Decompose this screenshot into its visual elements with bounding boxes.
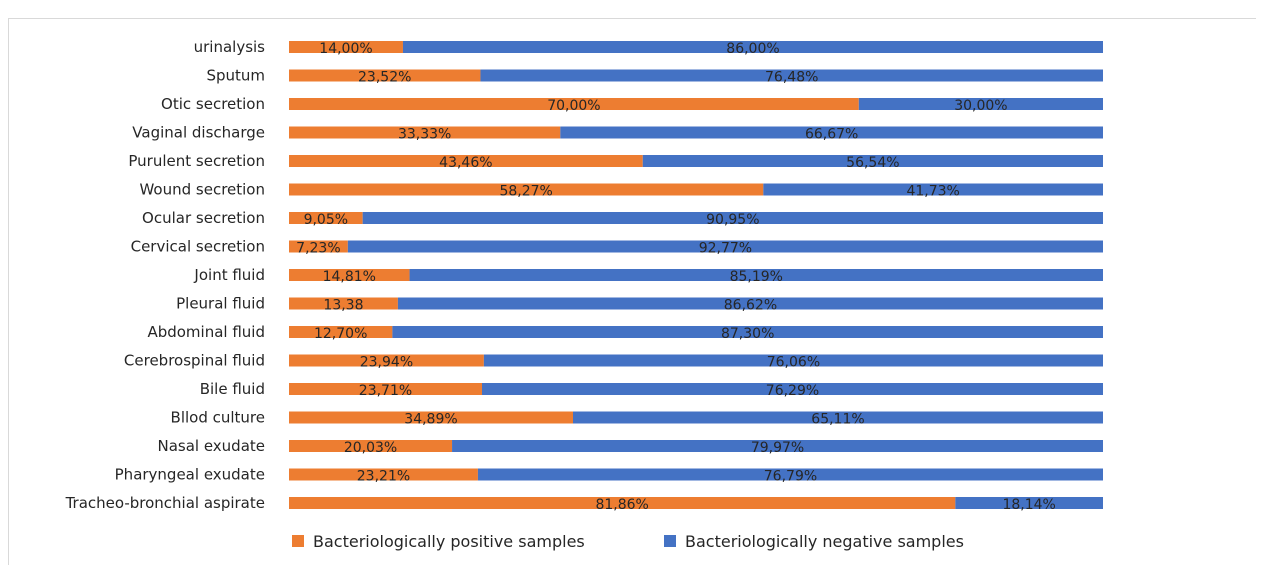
data-label-positive-sputum: 23,52%	[358, 70, 411, 86]
data-label-positive-bllod-culture: 34,89%	[404, 412, 457, 428]
data-label-positive-tracheo-bronchial-aspirate: 81,86%	[595, 497, 648, 513]
bar-negative-nasal-exudate	[452, 440, 1103, 452]
bar-positive-bile-fluid	[289, 383, 482, 395]
data-label-positive-cerebrospinal-fluid: 23,94%	[360, 355, 413, 371]
data-label-negative-vaginal-discharge: 66,67%	[805, 127, 858, 143]
legend-label-positive: Bacteriologically positive samples	[313, 532, 585, 551]
data-label-negative-cerebrospinal-fluid: 76,06%	[767, 355, 820, 371]
data-label-positive-pharyngeal-exudate: 23,21%	[357, 469, 410, 485]
data-label-negative-cervical-secretion: 92,77%	[699, 241, 752, 257]
category-label-sputum: Sputum	[206, 67, 265, 85]
bar-negative-purulent-secretion	[642, 155, 1103, 167]
legend-swatch-negative	[664, 535, 676, 547]
data-label-positive-wound-secretion: 58,27%	[499, 184, 552, 200]
data-label-positive-otic-secretion: 70,00%	[547, 98, 600, 114]
category-label-wound-secretion: Wound secretion	[139, 181, 265, 199]
data-label-negative-ocular-secretion: 90,95%	[706, 212, 759, 228]
bar-positive-otic-secretion	[289, 98, 859, 110]
bar-negative-wound-secretion	[763, 183, 1103, 196]
bar-negative-cerebrospinal-fluid	[483, 354, 1104, 367]
category-label-tracheo-bronchial-aspirate: Tracheo-bronchial aspirate	[65, 494, 265, 512]
bar-positive-abdominal-fluid	[289, 326, 393, 338]
data-label-negative-pharyngeal-exudate: 76,79%	[764, 469, 817, 485]
category-label-ocular-secretion: Ocular secretion	[142, 209, 265, 227]
data-label-negative-otic-secretion: 30,00%	[954, 98, 1007, 114]
data-label-negative-urinalysis: 86,00%	[726, 41, 779, 57]
bar-negative-urinalysis	[402, 41, 1104, 53]
category-label-otic-secretion: Otic secretion	[161, 95, 265, 113]
bar-negative-cervical-secretion	[347, 240, 1104, 253]
bar-positive-vaginal-discharge	[289, 126, 561, 139]
bar-positive-nasal-exudate	[289, 440, 453, 452]
bar-positive-sputum	[289, 69, 481, 82]
category-label-bile-fluid: Bile fluid	[200, 380, 265, 398]
category-label-urinalysis: urinalysis	[194, 38, 266, 56]
bar-negative-vaginal-discharge	[560, 126, 1103, 139]
category-label-cerebrospinal-fluid: Cerebrospinal fluid	[124, 352, 265, 370]
bar-negative-sputum	[480, 69, 1104, 82]
data-label-negative-joint-fluid: 85,19%	[730, 269, 783, 285]
data-label-negative-bile-fluid: 76,29%	[766, 383, 819, 399]
bar-negative-ocular-secretion	[362, 212, 1103, 224]
category-label-vaginal-discharge: Vaginal discharge	[132, 124, 265, 142]
bar-negative-bllod-culture	[573, 411, 1103, 424]
data-label-negative-pleural-fluid: 86,62%	[724, 298, 777, 314]
data-label-positive-pleural-fluid: 13,38	[323, 298, 363, 314]
data-label-negative-tracheo-bronchial-aspirate: 18,14%	[1002, 497, 1055, 513]
category-label-nasal-exudate: Nasal exudate	[157, 437, 265, 455]
bar-positive-wound-secretion	[289, 183, 764, 196]
category-label-joint-fluid: Joint fluid	[193, 266, 265, 284]
data-label-positive-bile-fluid: 23,71%	[359, 383, 412, 399]
data-label-negative-wound-secretion: 41,73%	[906, 184, 959, 200]
category-label-pleural-fluid: Pleural fluid	[176, 295, 265, 313]
category-label-purulent-secretion: Purulent secretion	[128, 152, 265, 170]
data-label-positive-urinalysis: 14,00%	[319, 41, 372, 57]
bar-positive-ocular-secretion	[289, 212, 363, 224]
legend-swatch-positive	[292, 535, 304, 547]
category-label-cervical-secretion: Cervical secretion	[131, 238, 265, 256]
bar-negative-bile-fluid	[481, 383, 1103, 395]
bar-positive-purulent-secretion	[289, 155, 643, 167]
bar-negative-abdominal-fluid	[392, 326, 1103, 338]
category-label-pharyngeal-exudate: Pharyngeal exudate	[115, 466, 265, 484]
data-label-negative-bllod-culture: 65,11%	[811, 412, 864, 428]
bar-negative-otic-secretion	[858, 98, 1103, 110]
bar-negative-joint-fluid	[409, 269, 1103, 281]
bar-negative-pharyngeal-exudate	[477, 468, 1103, 481]
data-label-positive-nasal-exudate: 20,03%	[344, 440, 397, 456]
chart-frame	[8, 18, 1256, 565]
data-label-positive-cervical-secretion: 7,23%	[296, 241, 340, 257]
bar-negative-tracheo-bronchial-aspirate	[955, 497, 1103, 509]
bar-positive-cerebrospinal-fluid	[289, 354, 484, 367]
legend-label-negative: Bacteriologically negative samples	[685, 532, 964, 551]
data-label-positive-purulent-secretion: 43,46%	[439, 155, 492, 171]
bar-positive-tracheo-bronchial-aspirate	[289, 497, 956, 509]
bar-positive-urinalysis	[289, 41, 403, 53]
bar-positive-pleural-fluid	[289, 297, 398, 310]
data-label-negative-sputum: 76,48%	[765, 70, 818, 86]
data-label-positive-abdominal-fluid: 12,70%	[314, 326, 367, 342]
bar-positive-cervical-secretion	[289, 240, 348, 253]
category-label-bllod-culture: Bllod culture	[171, 409, 265, 427]
data-label-negative-nasal-exudate: 79,97%	[751, 440, 804, 456]
bar-negative-pleural-fluid	[397, 297, 1103, 310]
data-label-positive-joint-fluid: 14,81%	[323, 269, 376, 285]
category-label-abdominal-fluid: Abdominal fluid	[147, 323, 265, 341]
data-label-positive-ocular-secretion: 9,05%	[304, 212, 348, 228]
data-label-positive-vaginal-discharge: 33,33%	[398, 127, 451, 143]
bar-positive-joint-fluid	[289, 269, 410, 281]
bar-positive-bllod-culture	[289, 411, 574, 424]
data-label-negative-abdominal-fluid: 87,30%	[721, 326, 774, 342]
bar-positive-pharyngeal-exudate	[289, 468, 478, 481]
data-label-negative-purulent-secretion: 56,54%	[846, 155, 899, 171]
